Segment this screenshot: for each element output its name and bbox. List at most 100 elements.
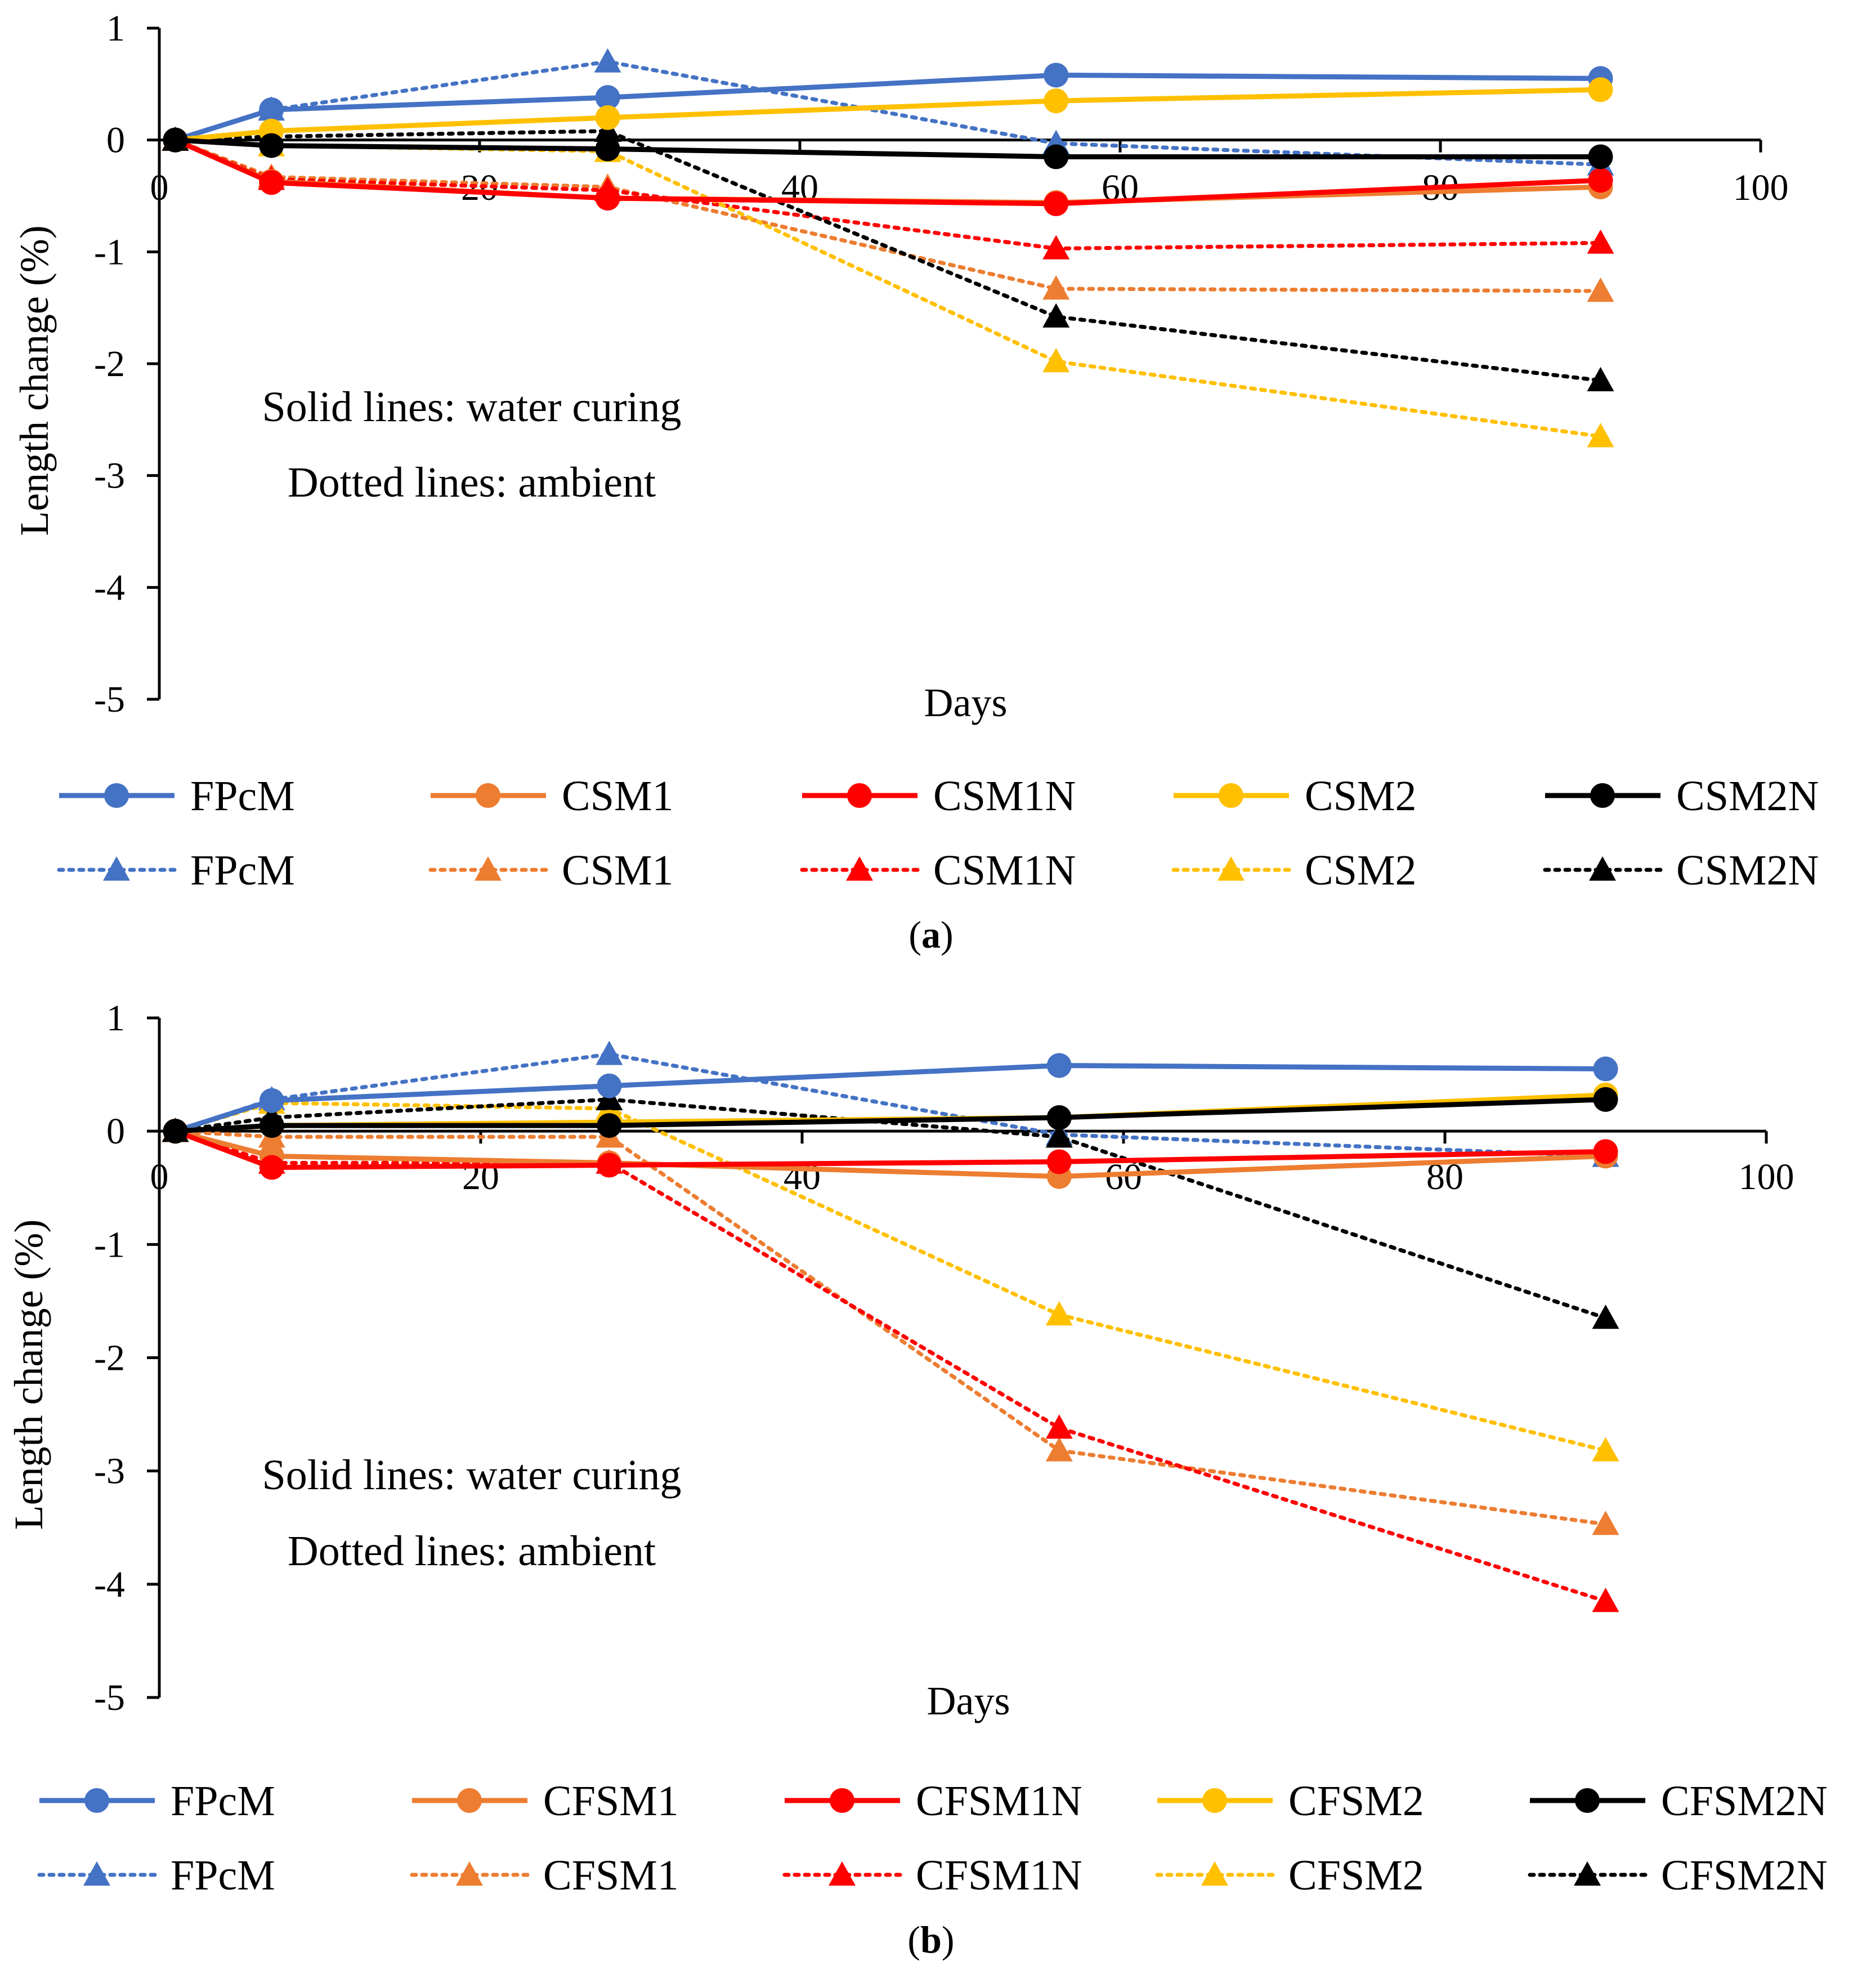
data-point [1045, 1123, 1073, 1148]
legend-label: FPcM [171, 1852, 275, 1899]
y-axis-label: Length change (%) [12, 225, 57, 536]
data-point [595, 85, 620, 110]
y-tick-label: -1 [94, 231, 125, 272]
legend-item-ambient-csm1: CSM1 [428, 847, 674, 894]
caption-paren-close: ) [942, 1918, 955, 1961]
y-tick-label: -3 [94, 455, 125, 497]
y-tick-label: -1 [94, 1224, 125, 1265]
series-line [175, 87, 1601, 143]
legend-item-water-csm1n: CSM1N [802, 772, 1076, 820]
legend-swatch-marker [457, 1788, 482, 1813]
x-tick-label: 0 [150, 167, 169, 208]
data-point [1593, 1139, 1618, 1164]
data-point [1592, 1588, 1619, 1612]
legend-label: FPcM [190, 847, 295, 894]
y-tick-label: 0 [106, 1111, 125, 1152]
legend-item-water-csm2n: CSM2N [1545, 772, 1819, 820]
data-point [597, 1113, 622, 1138]
x-tick-label: 100 [1739, 1156, 1794, 1198]
legend-item-water-cfsm2n: CFSM2N [1530, 1777, 1828, 1825]
data-point [595, 136, 620, 162]
legend-item-water-fpcm: FPcM [59, 772, 295, 820]
legend-label: CSM2 [1305, 847, 1417, 894]
panel-caption: (a) [908, 913, 953, 956]
data-point [1044, 88, 1069, 114]
legend-swatch-marker [456, 1861, 483, 1886]
legend-item-ambient-csm1n: CSM1N [800, 847, 1076, 894]
data-point [595, 105, 620, 130]
data-point [595, 185, 620, 211]
data-point [259, 1155, 284, 1180]
legend-swatch-marker [475, 856, 502, 881]
legend-swatch-marker [1575, 1788, 1600, 1813]
y-tick-label: 1 [106, 8, 125, 49]
legend-item-water-csm1: CSM1 [431, 772, 674, 820]
legend-swatch-marker [1201, 1861, 1228, 1886]
legend-item-ambient-cfsm1n: CFSM1N [782, 1852, 1082, 1899]
legend-item-water-fpcm: FPcM [39, 1777, 275, 1825]
caption-letter: a [921, 913, 941, 956]
caption-paren-open: ( [908, 913, 921, 956]
legend-label: CSM2N [1676, 772, 1819, 820]
legend-label: CSM2N [1676, 847, 1819, 894]
data-point [1042, 303, 1070, 328]
series-line [173, 129, 1603, 383]
caption-paren-open: ( [907, 1918, 920, 1961]
panel-caption: (b) [907, 1918, 954, 1961]
legend-label: CFSM1N [916, 1852, 1082, 1899]
legend-label: CFSM1N [916, 1777, 1082, 1825]
data-point [259, 97, 284, 123]
legend-item-water-cfsm1n: CFSM1N [785, 1777, 1082, 1825]
data-point [259, 1113, 284, 1138]
series-line [173, 138, 1603, 293]
legend-label: CSM1N [933, 847, 1076, 894]
data-point [1046, 1149, 1072, 1174]
data-point [1592, 1511, 1619, 1535]
legend-item-ambient-cfsm2n: CFSM2N [1528, 1852, 1828, 1899]
data-point [1045, 1437, 1073, 1462]
legend-swatch-marker [829, 1861, 856, 1886]
y-tick-label: 0 [106, 120, 125, 161]
data-point [1044, 144, 1069, 169]
legend-label: FPcM [171, 1777, 275, 1825]
data-point [1588, 168, 1613, 193]
legend-swatch-marker [1219, 783, 1243, 808]
data-point [259, 1088, 284, 1113]
data-point [1593, 1056, 1618, 1082]
y-tick-label: -5 [94, 679, 125, 720]
legend-label: CFSM2N [1661, 1852, 1828, 1899]
legend-label: CSM1 [562, 772, 674, 820]
legend-item-water-csm2: CSM2 [1174, 772, 1417, 820]
legend-swatch-marker [1218, 856, 1245, 881]
data-point [1045, 1301, 1073, 1326]
x-axis-label: Days [924, 680, 1008, 725]
data-point [1044, 191, 1069, 216]
annotation-ambient: Dotted lines: ambient [288, 459, 656, 506]
caption-paren-close: ) [941, 913, 954, 956]
y-tick-label: -5 [94, 1677, 125, 1718]
legend-swatch-marker [830, 1788, 854, 1813]
series-water-csm2n [163, 127, 1613, 169]
data-point [1042, 275, 1070, 300]
data-point [1588, 77, 1613, 102]
legend-item-water-cfsm2: CFSM2 [1157, 1777, 1424, 1825]
data-point [1045, 1414, 1073, 1439]
legend-label: CSM1 [562, 847, 674, 894]
legend-item-ambient-fpcm: FPcM [37, 1852, 275, 1899]
legend-swatch-marker [847, 783, 872, 808]
data-point [1592, 1305, 1619, 1329]
x-axis-label: Days [927, 1678, 1010, 1723]
legend-label: CFSM1 [543, 1777, 679, 1825]
legend-item-ambient-cfsm1: CFSM1 [410, 1852, 679, 1899]
y-tick-label: 1 [106, 998, 125, 1039]
legend-label: CFSM2 [1288, 1777, 1424, 1825]
legend-swatch-marker [1590, 783, 1615, 808]
legend-swatch-marker [1589, 856, 1616, 881]
data-point [259, 133, 284, 158]
data-point [594, 48, 621, 73]
x-tick-label: 100 [1733, 167, 1789, 208]
legend-swatch-marker [104, 783, 129, 808]
data-point [1592, 1437, 1619, 1462]
y-tick-label: -4 [94, 1564, 125, 1605]
